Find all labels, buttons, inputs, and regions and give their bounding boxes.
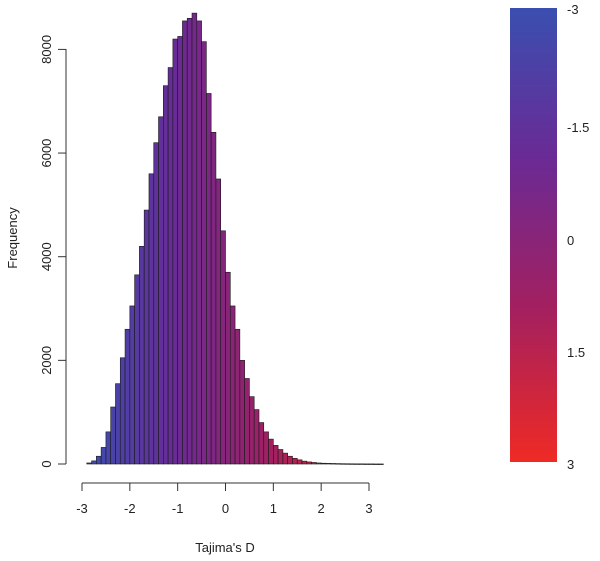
histogram-bar xyxy=(115,383,121,465)
x-axis: -3 -2 -1 0 1 2 3 xyxy=(76,482,373,516)
histogram-bar xyxy=(335,463,341,465)
histogram-bar xyxy=(273,445,279,465)
x-tick-label: 3 xyxy=(365,501,372,516)
histogram-bar xyxy=(301,460,308,465)
histogram-bar xyxy=(325,463,332,465)
histogram-bar xyxy=(119,357,126,465)
colorbar-label: -1.5 xyxy=(567,120,589,135)
histogram-bar xyxy=(263,431,269,465)
histogram-bar xyxy=(311,462,317,465)
histogram-bar xyxy=(86,462,92,465)
y-tick-label: 4000 xyxy=(39,242,54,271)
histogram-bar xyxy=(220,230,226,465)
histogram-bar xyxy=(191,12,198,465)
histogram-bar xyxy=(296,459,303,465)
colorbar xyxy=(510,8,557,462)
histogram-bar xyxy=(344,463,351,465)
histogram-bar xyxy=(373,463,379,465)
y-tick-label: 8000 xyxy=(39,35,54,64)
histogram-bar xyxy=(229,305,236,465)
histogram-bar xyxy=(339,463,346,465)
colorbar-label: 1.5 xyxy=(567,345,585,360)
histogram-bar xyxy=(244,378,250,465)
x-tick-label: 2 xyxy=(318,501,325,516)
histogram-bar xyxy=(167,67,174,465)
histogram-bar xyxy=(354,463,360,465)
y-tick-label: 2000 xyxy=(39,346,54,375)
histogram-bar xyxy=(258,422,265,465)
x-tick-label: -2 xyxy=(124,501,136,516)
histogram-bar xyxy=(129,305,135,465)
histogram-bar xyxy=(349,463,355,465)
histogram-bar xyxy=(91,460,97,465)
histogram-bar xyxy=(268,438,274,465)
histogram-bar xyxy=(282,452,288,465)
histogram-bar xyxy=(100,447,107,465)
x-tick-label: 0 xyxy=(222,501,229,516)
histogram-bar xyxy=(153,142,159,465)
x-tick-label: -3 xyxy=(76,501,88,516)
y-tick-label: 6000 xyxy=(39,139,54,168)
y-axis-label: Frequency xyxy=(5,207,20,269)
histogram-bar xyxy=(172,38,178,465)
colorbar-labels: -3 -1.5 0 1.5 3 xyxy=(567,2,589,472)
histogram-bar xyxy=(196,20,202,465)
histogram-bar xyxy=(186,18,193,465)
x-tick-label: -1 xyxy=(172,501,184,516)
histogram-bar xyxy=(378,463,384,465)
histogram-bar xyxy=(201,41,207,465)
histogram-bar xyxy=(359,463,365,465)
histogram-bar xyxy=(139,246,145,465)
x-tick-label: 1 xyxy=(270,501,277,516)
histogram-bar xyxy=(110,406,116,465)
histogram-bars xyxy=(86,12,384,465)
colorbar-label: 0 xyxy=(567,233,574,248)
histogram-bar xyxy=(363,463,370,465)
histogram-bar xyxy=(287,455,293,465)
y-axis: 0 2000 4000 6000 8000 xyxy=(39,35,67,468)
histogram-bar xyxy=(292,457,298,465)
histogram-bar xyxy=(316,462,322,465)
histogram-bar xyxy=(320,462,327,465)
histogram-bar xyxy=(206,93,212,465)
y-tick-label: 0 xyxy=(39,460,54,467)
histogram-bar xyxy=(249,396,255,465)
histogram-bar xyxy=(225,271,231,465)
histogram-bar xyxy=(124,328,131,465)
histogram-bar xyxy=(306,461,312,465)
histogram-bar xyxy=(330,463,336,465)
histogram-bar xyxy=(96,455,102,465)
histogram-bar xyxy=(182,20,188,465)
x-axis-label: Tajima's D xyxy=(195,540,255,555)
histogram-bar xyxy=(210,132,217,465)
histogram-bar xyxy=(234,328,241,465)
colorbar-label: 3 xyxy=(567,457,574,472)
histogram-bar xyxy=(163,85,169,465)
colorbar-label: -3 xyxy=(567,2,579,17)
histogram-bar xyxy=(277,449,284,465)
histogram-bar xyxy=(215,178,222,465)
histogram-bar xyxy=(253,409,260,465)
histogram-bar xyxy=(158,116,164,465)
histogram-bar xyxy=(239,360,245,465)
histogram-bar xyxy=(177,36,183,465)
histogram-bar xyxy=(134,274,140,465)
histogram-bar xyxy=(368,463,375,465)
histogram-bar xyxy=(105,431,111,465)
histogram-bar xyxy=(148,173,155,465)
histogram-bar xyxy=(143,209,150,465)
